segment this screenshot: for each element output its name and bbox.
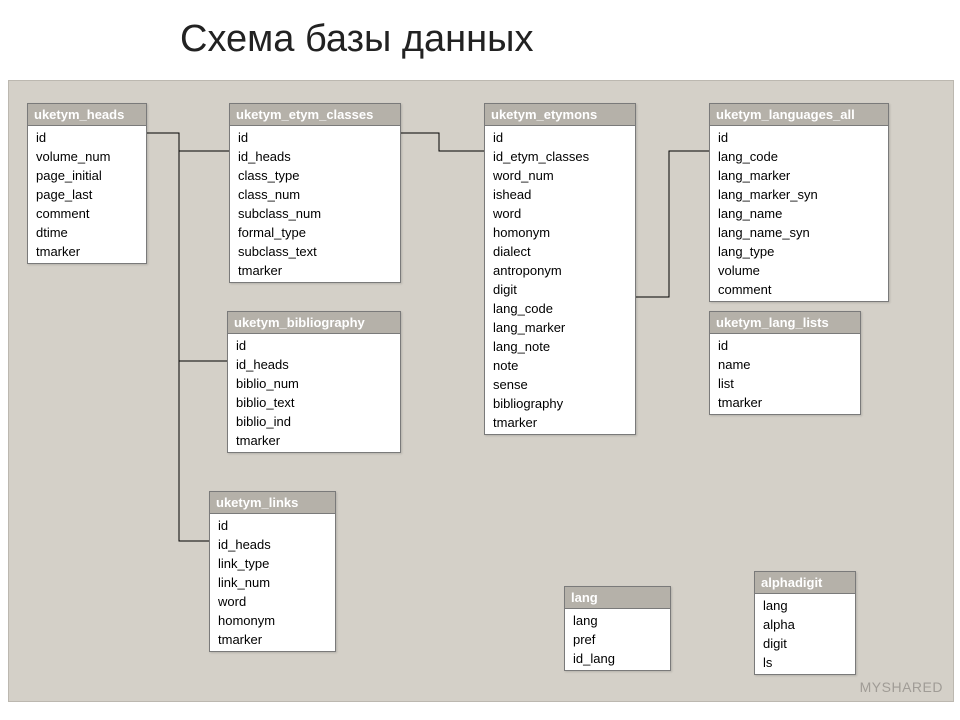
field-row[interactable]: subclass_text: [230, 242, 400, 261]
table-body: idvolume_numpage_initialpage_lastcomment…: [28, 126, 146, 263]
field-row[interactable]: word: [485, 204, 635, 223]
connector: [145, 133, 227, 361]
table-header: lang: [565, 587, 670, 609]
field-row[interactable]: id_lang: [565, 649, 670, 668]
field-row[interactable]: id: [228, 336, 400, 355]
field-row[interactable]: lang_name_syn: [710, 223, 888, 242]
field-row[interactable]: lang_marker_syn: [710, 185, 888, 204]
table-uketym-bibliography[interactable]: uketym_bibliography idid_headsbiblio_num…: [227, 311, 401, 453]
table-body: idid_headsclass_typeclass_numsubclass_nu…: [230, 126, 400, 282]
field-row[interactable]: pref: [565, 630, 670, 649]
field-row[interactable]: note: [485, 356, 635, 375]
table-body: idlang_codelang_markerlang_marker_synlan…: [710, 126, 888, 301]
field-row[interactable]: class_num: [230, 185, 400, 204]
field-row[interactable]: subclass_num: [230, 204, 400, 223]
table-header: uketym_heads: [28, 104, 146, 126]
field-row[interactable]: lang_code: [710, 147, 888, 166]
field-row[interactable]: ls: [755, 653, 855, 672]
field-row[interactable]: ishead: [485, 185, 635, 204]
table-uketym-etymons[interactable]: uketym_etymons idid_etym_classesword_num…: [484, 103, 636, 435]
field-row[interactable]: homonym: [485, 223, 635, 242]
table-body: langalphadigitls: [755, 594, 855, 674]
table-header: uketym_languages_all: [710, 104, 888, 126]
field-row[interactable]: lang_type: [710, 242, 888, 261]
field-row[interactable]: digit: [485, 280, 635, 299]
table-header: alphadigit: [755, 572, 855, 594]
field-row[interactable]: comment: [28, 204, 146, 223]
field-row[interactable]: sense: [485, 375, 635, 394]
field-row[interactable]: dialect: [485, 242, 635, 261]
field-row[interactable]: id_etym_classes: [485, 147, 635, 166]
field-row[interactable]: id: [710, 336, 860, 355]
connector: [399, 133, 484, 151]
field-row[interactable]: word_num: [485, 166, 635, 185]
field-row[interactable]: biblio_text: [228, 393, 400, 412]
field-row[interactable]: page_last: [28, 185, 146, 204]
field-row[interactable]: id_heads: [230, 147, 400, 166]
field-row[interactable]: tmarker: [230, 261, 400, 280]
table-uketym-heads[interactable]: uketym_heads idvolume_numpage_initialpag…: [27, 103, 147, 264]
field-row[interactable]: bibliography: [485, 394, 635, 413]
field-row[interactable]: volume_num: [28, 147, 146, 166]
field-row[interactable]: volume: [710, 261, 888, 280]
table-body: idid_headslink_typelink_numwordhomonymtm…: [210, 514, 335, 651]
field-row[interactable]: id: [210, 516, 335, 535]
field-row[interactable]: name: [710, 355, 860, 374]
connector: [145, 133, 209, 541]
field-row[interactable]: tmarker: [228, 431, 400, 450]
schema-canvas: uketym_heads idvolume_numpage_initialpag…: [8, 80, 954, 702]
field-row[interactable]: biblio_num: [228, 374, 400, 393]
field-row[interactable]: biblio_ind: [228, 412, 400, 431]
table-header: uketym_lang_lists: [710, 312, 860, 334]
field-row[interactable]: lang: [755, 596, 855, 615]
field-row[interactable]: lang_note: [485, 337, 635, 356]
field-row[interactable]: id_heads: [210, 535, 335, 554]
field-row[interactable]: tmarker: [210, 630, 335, 649]
table-header: uketym_etymons: [485, 104, 635, 126]
field-row[interactable]: lang: [565, 611, 670, 630]
table-alphadigit[interactable]: alphadigit langalphadigitls: [754, 571, 856, 675]
watermark: MYSHARED: [860, 679, 943, 695]
field-row[interactable]: id: [28, 128, 146, 147]
field-row[interactable]: link_num: [210, 573, 335, 592]
field-row[interactable]: digit: [755, 634, 855, 653]
field-row[interactable]: id: [230, 128, 400, 147]
field-row[interactable]: id: [485, 128, 635, 147]
field-row[interactable]: lang_code: [485, 299, 635, 318]
field-row[interactable]: antroponym: [485, 261, 635, 280]
field-row[interactable]: tmarker: [710, 393, 860, 412]
connector: [145, 133, 229, 151]
field-row[interactable]: list: [710, 374, 860, 393]
field-row[interactable]: comment: [710, 280, 888, 299]
field-row[interactable]: link_type: [210, 554, 335, 573]
connector: [634, 151, 709, 297]
table-lang[interactable]: lang langprefid_lang: [564, 586, 671, 671]
field-row[interactable]: alpha: [755, 615, 855, 634]
table-uketym-lang-lists[interactable]: uketym_lang_lists idnamelisttmarker: [709, 311, 861, 415]
table-body: langprefid_lang: [565, 609, 670, 670]
field-row[interactable]: lang_marker: [485, 318, 635, 337]
field-row[interactable]: id_heads: [228, 355, 400, 374]
field-row[interactable]: dtime: [28, 223, 146, 242]
field-row[interactable]: lang_marker: [710, 166, 888, 185]
field-row[interactable]: tmarker: [28, 242, 146, 261]
page-title: Схема базы данных: [180, 18, 533, 61]
table-header: uketym_bibliography: [228, 312, 400, 334]
table-body: idid_headsbiblio_numbiblio_textbiblio_in…: [228, 334, 400, 452]
table-body: idnamelisttmarker: [710, 334, 860, 414]
field-row[interactable]: id: [710, 128, 888, 147]
field-row[interactable]: page_initial: [28, 166, 146, 185]
field-row[interactable]: tmarker: [485, 413, 635, 432]
table-header: uketym_etym_classes: [230, 104, 400, 126]
table-uketym-links[interactable]: uketym_links idid_headslink_typelink_num…: [209, 491, 336, 652]
field-row[interactable]: lang_name: [710, 204, 888, 223]
table-uketym-etym-classes[interactable]: uketym_etym_classes idid_headsclass_type…: [229, 103, 401, 283]
table-body: idid_etym_classesword_numisheadwordhomon…: [485, 126, 635, 434]
field-row[interactable]: class_type: [230, 166, 400, 185]
field-row[interactable]: formal_type: [230, 223, 400, 242]
field-row[interactable]: word: [210, 592, 335, 611]
table-header: uketym_links: [210, 492, 335, 514]
field-row[interactable]: homonym: [210, 611, 335, 630]
table-uketym-languages-all[interactable]: uketym_languages_all idlang_codelang_mar…: [709, 103, 889, 302]
